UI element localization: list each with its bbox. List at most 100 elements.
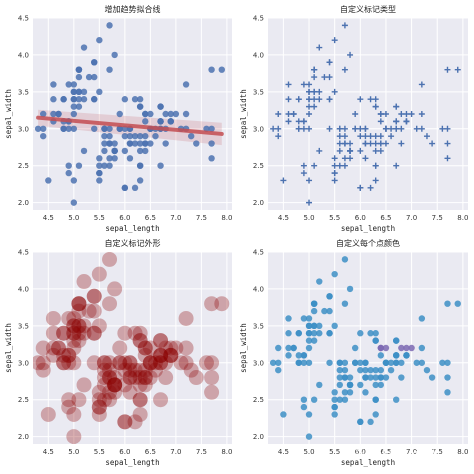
data-point [295, 330, 302, 337]
y-tick-label: 2.5 [253, 396, 264, 404]
data-point [362, 359, 369, 366]
data-point [372, 381, 379, 389]
data-point [393, 352, 400, 359]
data-point [188, 370, 204, 386]
data-point [153, 347, 169, 363]
data-point [336, 140, 343, 147]
data-point [101, 162, 108, 169]
x-tick-label: 7.0 [170, 214, 181, 222]
data-point [300, 315, 308, 322]
data-point [403, 352, 410, 359]
y-tick-label: 3.0 [253, 125, 264, 133]
data-point [418, 81, 425, 88]
data-point [56, 355, 72, 371]
data-point [341, 140, 348, 147]
x-tick-label: 6.0 [119, 448, 130, 456]
data-point [321, 74, 328, 81]
data-point [377, 366, 385, 374]
x-tick-label: 7.5 [196, 448, 207, 456]
data-point [357, 330, 364, 337]
data-point [408, 344, 415, 352]
data-point [203, 125, 210, 132]
data-point [111, 51, 118, 59]
data-point [126, 132, 134, 140]
data-point [70, 177, 78, 184]
data-point [91, 73, 98, 81]
data-point [387, 359, 395, 366]
data-point [167, 118, 174, 125]
chart-title: 增加趋势拟合线 [105, 4, 161, 14]
data-point [106, 162, 113, 169]
data-point [40, 132, 47, 140]
y-tick-label: 3.5 [18, 88, 29, 96]
data-point [96, 88, 103, 96]
data-point [341, 22, 348, 29]
data-point [80, 88, 88, 96]
y-tick-label: 4.5 [253, 249, 264, 257]
data-point [295, 118, 302, 125]
data-point [413, 359, 420, 366]
data-point [387, 366, 395, 374]
regression-line [36, 115, 224, 136]
data-point [285, 118, 292, 125]
data-point [336, 125, 343, 132]
x-tick-label: 4.5 [43, 448, 54, 456]
data-point [71, 318, 87, 334]
data-point [372, 103, 379, 110]
data-point [132, 325, 148, 341]
data-point [336, 396, 343, 403]
data-point [50, 110, 57, 118]
data-point [372, 366, 379, 374]
data-point [311, 103, 318, 110]
data-point [102, 370, 118, 386]
data-point [80, 44, 88, 51]
data-point [51, 340, 67, 356]
chart-title: 自定义每个点颜色 [336, 238, 400, 248]
data-point [122, 362, 138, 378]
data-point [127, 370, 143, 386]
data-point [306, 88, 313, 95]
data-point [413, 125, 420, 132]
data-point [136, 140, 144, 147]
data-point [454, 300, 461, 307]
data-point [117, 414, 133, 430]
data-point [91, 392, 107, 408]
data-point [341, 133, 348, 140]
data-point [311, 96, 318, 103]
data-point [300, 118, 307, 125]
data-point [106, 125, 113, 132]
data-point [56, 325, 72, 341]
data-point [305, 337, 313, 344]
data-point [126, 155, 134, 162]
data-point [107, 370, 123, 386]
data-point [336, 374, 343, 381]
data-point [306, 103, 313, 110]
data-point [382, 111, 389, 117]
data-point [66, 333, 82, 349]
data-point [418, 344, 426, 352]
y-tick-label: 3.0 [18, 359, 29, 367]
data-point [142, 118, 149, 125]
x-tick-label: 5.5 [94, 214, 105, 222]
data-point [55, 110, 62, 118]
data-point [295, 96, 302, 103]
data-point [341, 359, 349, 366]
data-point [75, 103, 83, 110]
data-point [346, 389, 354, 396]
data-point [163, 340, 179, 356]
data-point [351, 359, 359, 366]
data-point [398, 111, 405, 117]
data-point [382, 359, 390, 366]
data-point [295, 125, 302, 132]
data-point [275, 111, 282, 117]
data-point [331, 88, 338, 95]
data-point [316, 88, 323, 95]
data-point [393, 125, 400, 132]
data-point [331, 162, 338, 169]
data-point [51, 340, 67, 356]
data-point [204, 296, 220, 312]
data-point [326, 330, 333, 337]
x-tick-label: 7.5 [432, 448, 443, 456]
data-point [96, 370, 112, 386]
data-point [142, 340, 158, 356]
